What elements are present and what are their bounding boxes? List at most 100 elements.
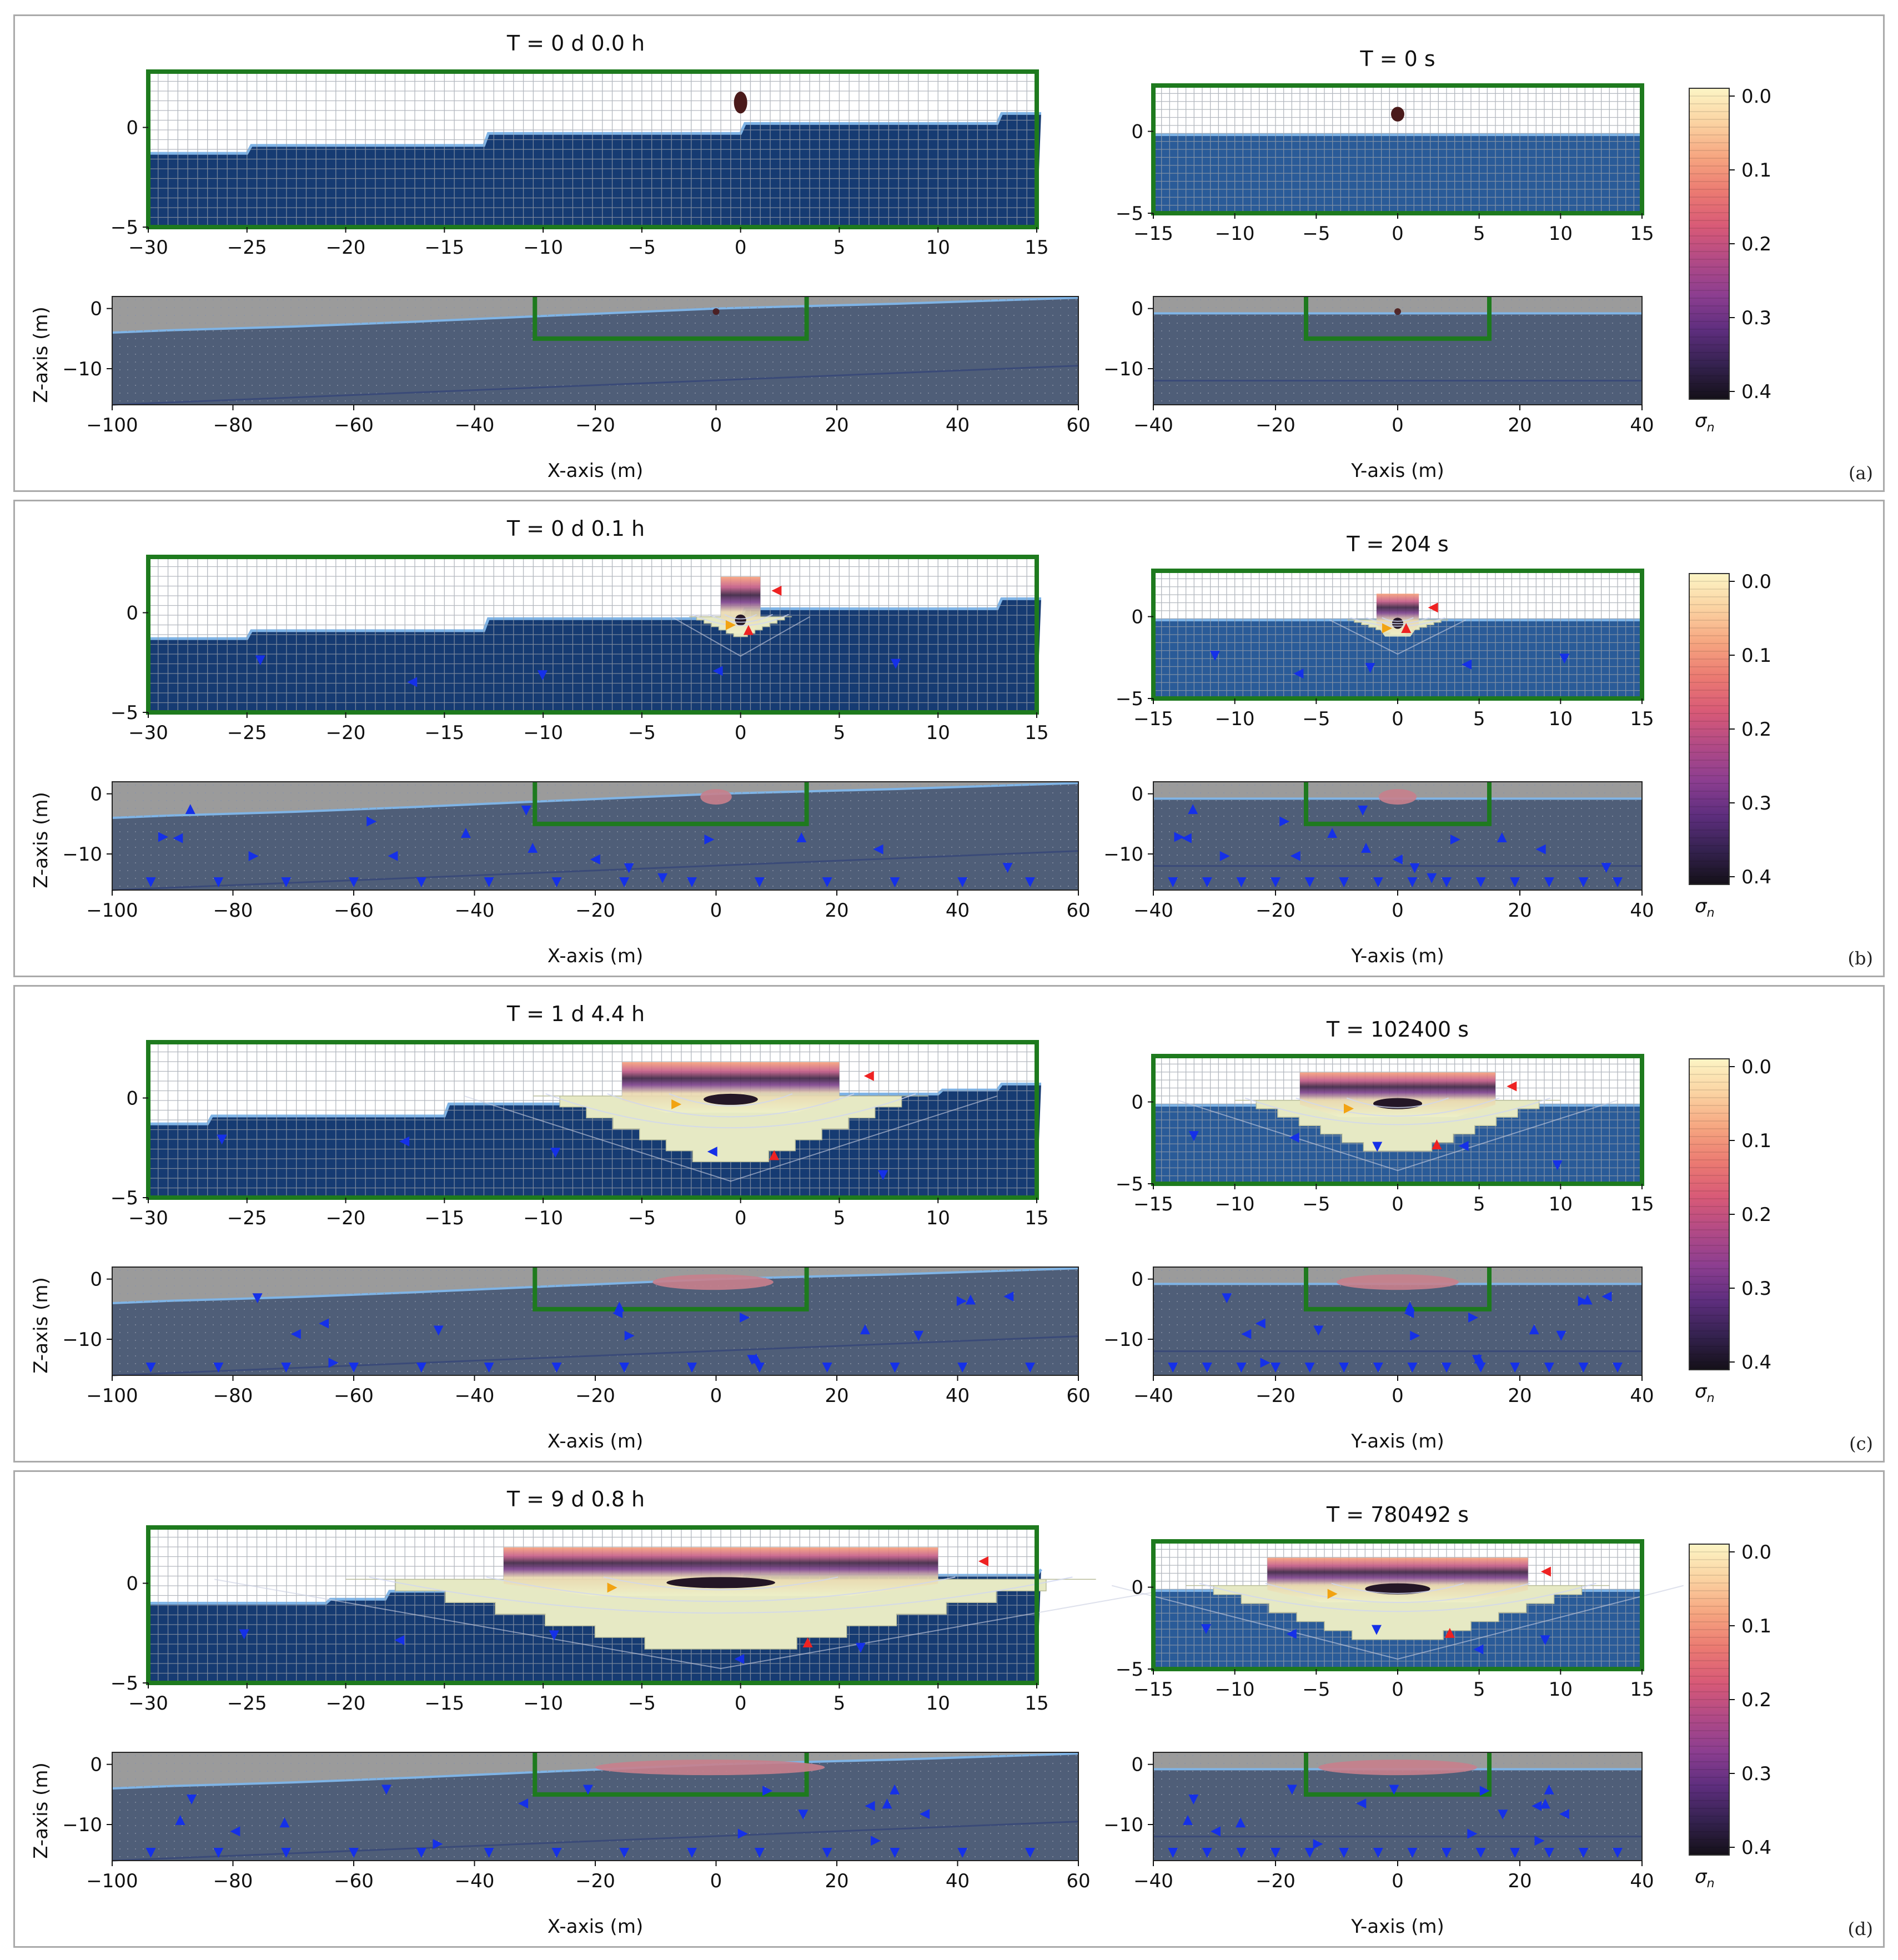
colorbar-tick-label: 0.0 <box>1741 86 1771 108</box>
y-z-tick-label: −5 <box>1116 1659 1143 1681</box>
y-axis-label: Y-axis (m) <box>1350 1430 1444 1453</box>
colorbar-tick-label: 0.0 <box>1741 1541 1771 1564</box>
colorbar-tick-label: 0.2 <box>1741 1204 1771 1226</box>
y-overview-plot: −40 −20 0 20 40 0 −10 <box>1103 781 1654 922</box>
colorbar-tick-label: 0.3 <box>1741 1278 1771 1300</box>
y-ov-bottom-arrow <box>1578 1363 1589 1373</box>
y-ov-bottom-arrow <box>1236 877 1247 887</box>
panel-content: T = 0 d 0.0 h T = 0 s −30 −25 −20 −15 −10 −5 0 5 1… <box>30 31 1771 482</box>
y-ov-velocity-arrow <box>1389 1785 1399 1795</box>
colorbar-label-sub: n <box>1707 906 1715 920</box>
y-z-tick-label: −5 <box>1116 688 1143 710</box>
y-velocity-arrow <box>1286 1629 1297 1639</box>
x-x-tick-label: −10 <box>523 237 563 259</box>
x-ov-bottom-arrow <box>1025 1363 1035 1373</box>
x-ov-velocity-arrow <box>965 1294 976 1305</box>
y-x-tick-label: 10 <box>1549 708 1573 730</box>
y-ov-velocity-arrow <box>1529 1324 1539 1335</box>
x-ov-bottom-arrow <box>416 1363 426 1373</box>
x-flow-arrow <box>802 1637 813 1647</box>
x-x-tick-label: −15 <box>424 1207 464 1229</box>
colorbar-gradient <box>1689 1058 1730 1370</box>
y-x-tick-label: 0 <box>1392 1678 1404 1701</box>
y-ov-bottom-arrow <box>1475 1363 1486 1373</box>
x-velocity-arrow <box>712 666 723 676</box>
x-ov-zoom-window <box>533 1752 809 1797</box>
x-x-tick-label: −15 <box>424 1692 464 1715</box>
x-velocity-arrow <box>550 1148 561 1158</box>
x-x-tick-label: −10 <box>523 1692 563 1715</box>
x-ov-velocity-arrow <box>460 828 471 838</box>
x-ov-x-tick-label: −20 <box>575 899 615 922</box>
x-ov-z-tick-label: −10 <box>62 843 102 866</box>
z-axis-label: Z-axis (m) <box>30 1277 52 1374</box>
x-detail-frame <box>146 69 1039 229</box>
x-ov-plume <box>652 1274 774 1290</box>
y-x-tick-label: −15 <box>1133 1678 1173 1701</box>
y-ov-z-tick-label: −10 <box>1103 1814 1143 1836</box>
x-ov-bottom-arrow <box>281 1848 292 1858</box>
x-ov-bottom-arrow <box>687 1848 697 1858</box>
y-velocity-arrow <box>1540 1635 1550 1646</box>
x-ov-velocity-arrow <box>737 1828 748 1839</box>
y-velocity-arrow <box>1552 1160 1563 1170</box>
y-ov-velocity-arrow <box>1409 863 1420 873</box>
y-ov-velocity-arrow <box>1236 1817 1246 1828</box>
y-plume-bowl <box>1186 1585 1610 1640</box>
x-ov-x-tick-label: 60 <box>1066 1385 1090 1407</box>
x-flow-arrow <box>863 1071 874 1081</box>
colorbar-tick-label: 0.4 <box>1741 381 1771 403</box>
x-ov-x-tick-label: −40 <box>455 1870 495 1892</box>
y-velocity-arrow <box>1462 659 1472 670</box>
x-x-tick-label: 5 <box>833 1207 846 1229</box>
y-velocity-arrow <box>1201 1624 1211 1635</box>
y-ov-z-tick-label: 0 <box>1131 1754 1143 1776</box>
x-ov-bottom-arrow <box>1025 1848 1035 1858</box>
x-flow-arrow <box>978 1556 988 1566</box>
x-velocity-arrow <box>394 1635 405 1645</box>
x-contour <box>708 614 773 623</box>
x-ov-bottom-arrow <box>145 1363 156 1373</box>
y-x-tick-label: 5 <box>1473 708 1485 730</box>
colorbar-tick-label: 0.2 <box>1741 233 1771 255</box>
y-ov-bottom-arrow <box>1613 1848 1623 1858</box>
y-z-tick-label: 0 <box>1131 606 1143 629</box>
x-x-tick-label: −10 <box>523 1207 563 1229</box>
y-ov-bottom-arrow <box>1442 877 1452 887</box>
x-ov-x-tick-label: −40 <box>455 414 495 436</box>
y-ov-x-tick-label: 40 <box>1630 414 1654 436</box>
x-ov-velocity-arrow <box>873 844 883 855</box>
y-ov-velocity-arrow <box>1498 1810 1508 1820</box>
x-ov-velocity-arrow <box>175 1815 185 1825</box>
x-ov-velocity-arrow <box>956 1296 967 1306</box>
x-detail-frame <box>146 1525 1039 1685</box>
y-ov-velocity-arrow <box>1404 1308 1414 1318</box>
y-section-title: T = 780492 s <box>1326 1502 1469 1527</box>
y-ov-velocity-arrow <box>1255 1318 1266 1329</box>
y-ov-z-tick-label: 0 <box>1131 783 1143 806</box>
x-ov-velocity-arrow <box>279 1817 290 1828</box>
y-x-tick-label: 5 <box>1473 223 1485 245</box>
z-axis-label: Z-axis (m) <box>30 792 52 888</box>
y-x-tick-label: −15 <box>1133 223 1173 245</box>
y-ov-velocity-arrow <box>1450 835 1460 845</box>
y-ov-bottom-arrow <box>1339 877 1349 887</box>
x-ov-bottom-arrow <box>416 1848 426 1858</box>
x-detail-plot: −30 −25 −20 −15 −10 −5 0 5 10 15 0 −5 <box>111 555 1049 744</box>
x-ov-z-tick-label: 0 <box>90 1269 102 1291</box>
y-contour <box>1199 1582 1596 1612</box>
x-x-tick-label: 15 <box>1025 1692 1048 1715</box>
x-ov-velocity-arrow <box>1003 1291 1014 1302</box>
panel-c-figure: T = 1 d 4.4 h T = 102400 s −30 −25 −20 −15 −10… <box>30 1002 1771 1453</box>
y-influence-cone <box>1111 1585 1684 1660</box>
x-axis-label: X-axis (m) <box>548 945 643 967</box>
y-ov-x-tick-label: 40 <box>1630 1385 1654 1407</box>
x-ov-x-tick-label: −60 <box>334 414 374 436</box>
y-axis-label: Y-axis (m) <box>1350 1916 1444 1938</box>
y-ov-bottom-arrow <box>1202 877 1212 887</box>
x-velocity-arrow <box>239 1629 249 1640</box>
x-flow-arrow <box>771 585 782 596</box>
x-ov-bottom-arrow <box>416 877 426 887</box>
y-ov-velocity-arrow <box>1313 1325 1324 1336</box>
y-ov-x-tick-label: −20 <box>1256 899 1296 922</box>
